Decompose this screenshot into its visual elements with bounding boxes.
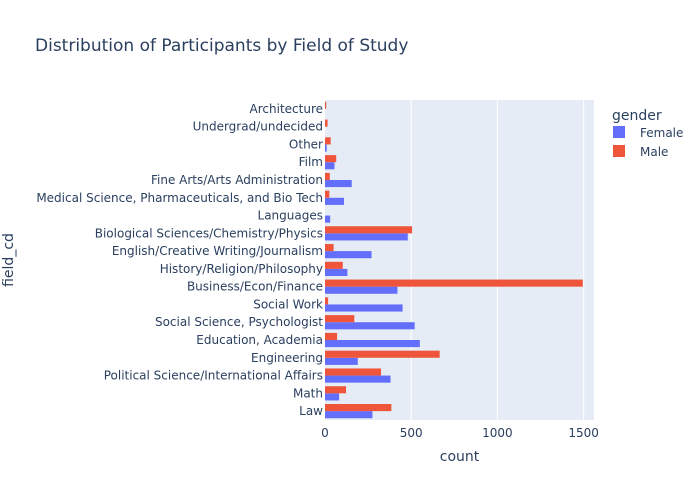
plot-area-background <box>325 100 594 420</box>
bar-male[interactable] <box>325 137 331 145</box>
x-tick-label: 500 <box>400 426 423 440</box>
bar-female[interactable] <box>325 251 372 259</box>
bar-male[interactable] <box>325 368 382 376</box>
y-axis-title: field_cd <box>1 233 17 287</box>
legend: gender Female Male <box>612 108 683 159</box>
y-tick-label: Fine Arts/Arts Administration <box>151 173 323 187</box>
x-axis-title: count <box>440 449 480 465</box>
y-tick-label: Undergrad/undecided <box>193 120 323 134</box>
bar-male[interactable] <box>325 350 440 358</box>
x-tick-label: 1000 <box>482 426 513 440</box>
bar-male[interactable] <box>325 226 413 234</box>
bar-male[interactable] <box>325 261 343 269</box>
bar-male[interactable] <box>325 172 330 180</box>
bar-male[interactable] <box>325 101 327 109</box>
bar-female[interactable] <box>325 375 391 383</box>
legend-swatch-female[interactable] <box>613 126 625 138</box>
bars <box>325 101 583 419</box>
bar-male[interactable] <box>325 404 392 412</box>
bar-female[interactable] <box>325 357 358 365</box>
bar-female[interactable] <box>325 322 415 330</box>
x-tick-label: 1500 <box>568 426 599 440</box>
y-tick-label: Political Science/International Affairs <box>104 369 323 383</box>
legend-label-female[interactable]: Female <box>640 126 683 140</box>
y-tick-label: Math <box>293 386 323 400</box>
bar-female[interactable] <box>325 411 373 419</box>
bar-female[interactable] <box>325 286 398 294</box>
bar-male[interactable] <box>325 190 330 198</box>
chart-title: Distribution of Participants by Field of… <box>35 36 408 56</box>
legend-label-male[interactable]: Male <box>640 145 668 159</box>
bar-male[interactable] <box>325 244 334 252</box>
bar-male[interactable] <box>325 119 328 127</box>
x-tick-labels: 0 500 1000 1500 <box>321 426 599 440</box>
y-tick-label: Engineering <box>251 351 323 365</box>
bar-male[interactable] <box>325 332 338 340</box>
bar-female[interactable] <box>325 162 335 170</box>
bar-female[interactable] <box>325 215 331 223</box>
bar-female[interactable] <box>325 197 344 205</box>
bar-female[interactable] <box>325 180 352 188</box>
y-tick-label: Biological Sciences/Chemistry/Physics <box>95 226 323 240</box>
gridlines <box>410 100 585 420</box>
legend-swatch-male[interactable] <box>613 145 625 157</box>
bar-female[interactable] <box>325 144 327 152</box>
x-tick-label: 0 <box>321 426 329 440</box>
bar-female[interactable] <box>325 340 420 348</box>
bar-male[interactable] <box>325 155 337 163</box>
y-tick-label: Film <box>299 155 323 169</box>
bar-male[interactable] <box>325 279 583 287</box>
y-tick-label: English/Creative Writing/Journalism <box>112 244 323 258</box>
bar-female[interactable] <box>325 233 408 241</box>
y-tick-label: Education, Academia <box>196 333 323 347</box>
y-tick-label: Architecture <box>250 102 323 116</box>
y-tick-label: Social Work <box>253 297 323 311</box>
y-tick-label: Medical Science, Pharmaceuticals, and Bi… <box>36 191 323 205</box>
y-tick-label: Law <box>299 404 323 418</box>
bar-female[interactable] <box>325 304 403 312</box>
y-tick-label: Languages <box>258 209 323 223</box>
y-tick-labels: Law Math Political Science/International A… <box>36 102 323 418</box>
y-tick-label: Other <box>289 137 323 151</box>
bar-male[interactable] <box>325 315 355 323</box>
legend-title: gender <box>612 108 662 124</box>
y-tick-label: History/Religion/Philosophy <box>160 262 323 276</box>
bar-male[interactable] <box>325 297 329 305</box>
bar-male[interactable] <box>325 386 347 394</box>
bar-female[interactable] <box>325 393 340 401</box>
y-tick-label: Social Science, Psychologist <box>155 315 323 329</box>
y-tick-label: Business/Econ/Finance <box>187 280 323 294</box>
bar-female[interactable] <box>325 268 348 276</box>
